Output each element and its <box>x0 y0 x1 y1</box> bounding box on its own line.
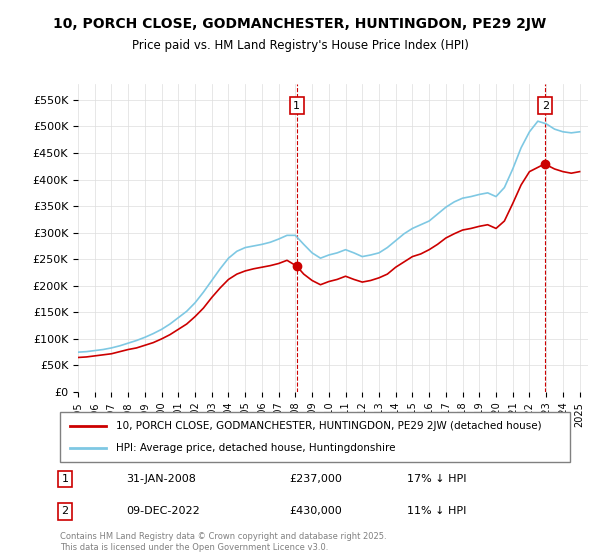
Text: 17% ↓ HPI: 17% ↓ HPI <box>407 474 466 484</box>
Text: 31-JAN-2008: 31-JAN-2008 <box>127 474 196 484</box>
Text: Contains HM Land Registry data © Crown copyright and database right 2025.
This d: Contains HM Land Registry data © Crown c… <box>60 532 386 552</box>
Text: 1: 1 <box>62 474 68 484</box>
Text: 11% ↓ HPI: 11% ↓ HPI <box>407 506 466 516</box>
Text: 10, PORCH CLOSE, GODMANCHESTER, HUNTINGDON, PE29 2JW: 10, PORCH CLOSE, GODMANCHESTER, HUNTINGD… <box>53 17 547 31</box>
Text: £430,000: £430,000 <box>290 506 342 516</box>
Text: 2: 2 <box>542 101 549 110</box>
Text: 10, PORCH CLOSE, GODMANCHESTER, HUNTINGDON, PE29 2JW (detached house): 10, PORCH CLOSE, GODMANCHESTER, HUNTINGD… <box>116 421 542 431</box>
Text: £237,000: £237,000 <box>290 474 343 484</box>
Text: 1: 1 <box>293 101 300 110</box>
Text: HPI: Average price, detached house, Huntingdonshire: HPI: Average price, detached house, Hunt… <box>116 443 395 453</box>
FancyBboxPatch shape <box>60 412 570 462</box>
Text: Price paid vs. HM Land Registry's House Price Index (HPI): Price paid vs. HM Land Registry's House … <box>131 39 469 52</box>
Text: 09-DEC-2022: 09-DEC-2022 <box>127 506 200 516</box>
Text: 2: 2 <box>62 506 68 516</box>
